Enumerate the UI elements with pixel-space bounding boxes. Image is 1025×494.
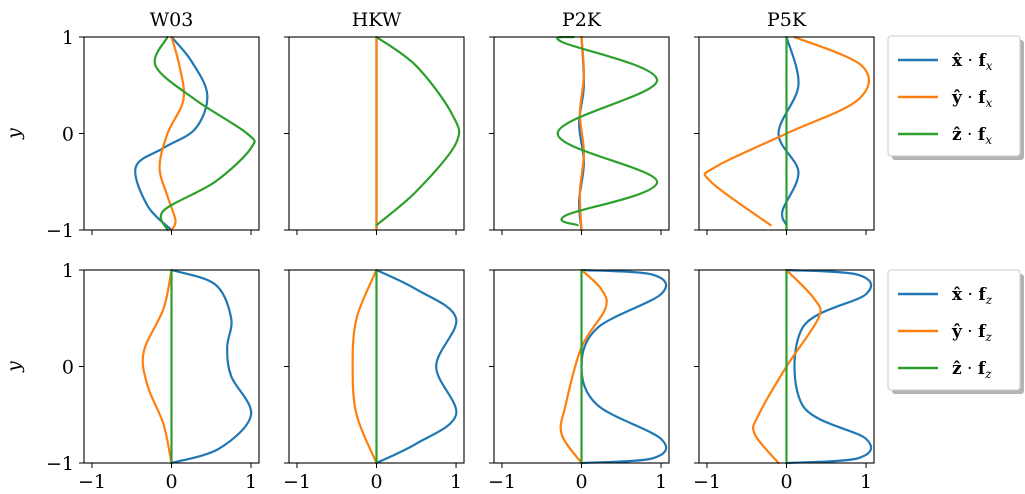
legend-label: x̂ · fz	[952, 285, 993, 307]
y-axis-label: y	[3, 128, 25, 140]
panel-title: W03	[150, 9, 194, 31]
y-tick-label: −1	[46, 453, 74, 475]
series-line-y	[559, 269, 608, 464]
y-tick-label: 0	[62, 357, 74, 379]
series-line-y	[351, 269, 378, 464]
x-tick-label: −1	[488, 471, 516, 493]
panel-fx-4: P5K	[694, 9, 875, 235]
axes-frame	[83, 36, 260, 231]
y-tick-label: 0	[62, 124, 74, 146]
panel-fz-1: −1 0 1 1 0 −1 y	[3, 260, 260, 493]
y-axis-label: y	[3, 361, 25, 373]
panel-fx-1: 1 0 −1 W03 y	[3, 9, 260, 242]
legend-label: x̂ · fx	[952, 51, 993, 73]
x-tick-label: 0	[165, 471, 177, 493]
series-line-x	[580, 269, 668, 464]
series-line-z	[375, 36, 461, 227]
legend-fx: x̂ · fx ŷ · fx ẑ · fx	[887, 35, 1024, 160]
x-tick-label: −1	[693, 471, 721, 493]
panel-fz-4: −1 0 1	[693, 269, 875, 493]
y-tick-label: 1	[62, 260, 74, 282]
panel-fx-3: P2K	[489, 9, 670, 235]
panel-title: P5K	[767, 9, 807, 31]
series-line-y	[141, 269, 173, 464]
x-tick-label: 1	[450, 471, 462, 493]
panel-fz-3: −1 0 1	[488, 269, 670, 493]
panel-title: P2K	[562, 9, 602, 31]
series-line-z	[153, 36, 256, 231]
series-line-y	[578, 36, 585, 231]
legend-label: ẑ · fx	[952, 125, 992, 147]
series-line-x	[777, 36, 800, 227]
y-tick-label: −1	[46, 220, 74, 242]
panel-fz-2: −1 0 1	[283, 269, 465, 493]
series-line-z	[556, 36, 659, 227]
series-line-x	[375, 269, 458, 464]
panel-fx-2: HKW	[284, 9, 465, 235]
series-line-x	[134, 36, 209, 231]
x-tick-label: −1	[78, 471, 106, 493]
x-tick-label: 0	[780, 471, 792, 493]
x-tick-label: −1	[283, 471, 311, 493]
series-line-y	[158, 36, 186, 231]
legend-label: ŷ · fz	[951, 322, 992, 344]
series-line-x	[785, 269, 873, 464]
legend-label: ŷ · fx	[951, 88, 992, 110]
series-line-x	[170, 269, 253, 464]
legend-fz: x̂ · fz ŷ · fz ẑ · fz	[887, 269, 1024, 394]
x-tick-label: 0	[575, 471, 587, 493]
legend-label: ẑ · fz	[952, 359, 992, 381]
x-tick-label: 1	[245, 471, 257, 493]
y-tick-label: 1	[62, 27, 74, 49]
x-tick-label: 1	[655, 471, 667, 493]
panel-title: HKW	[352, 9, 402, 31]
x-tick-label: 1	[860, 471, 872, 493]
x-tick-label: 0	[370, 471, 382, 493]
